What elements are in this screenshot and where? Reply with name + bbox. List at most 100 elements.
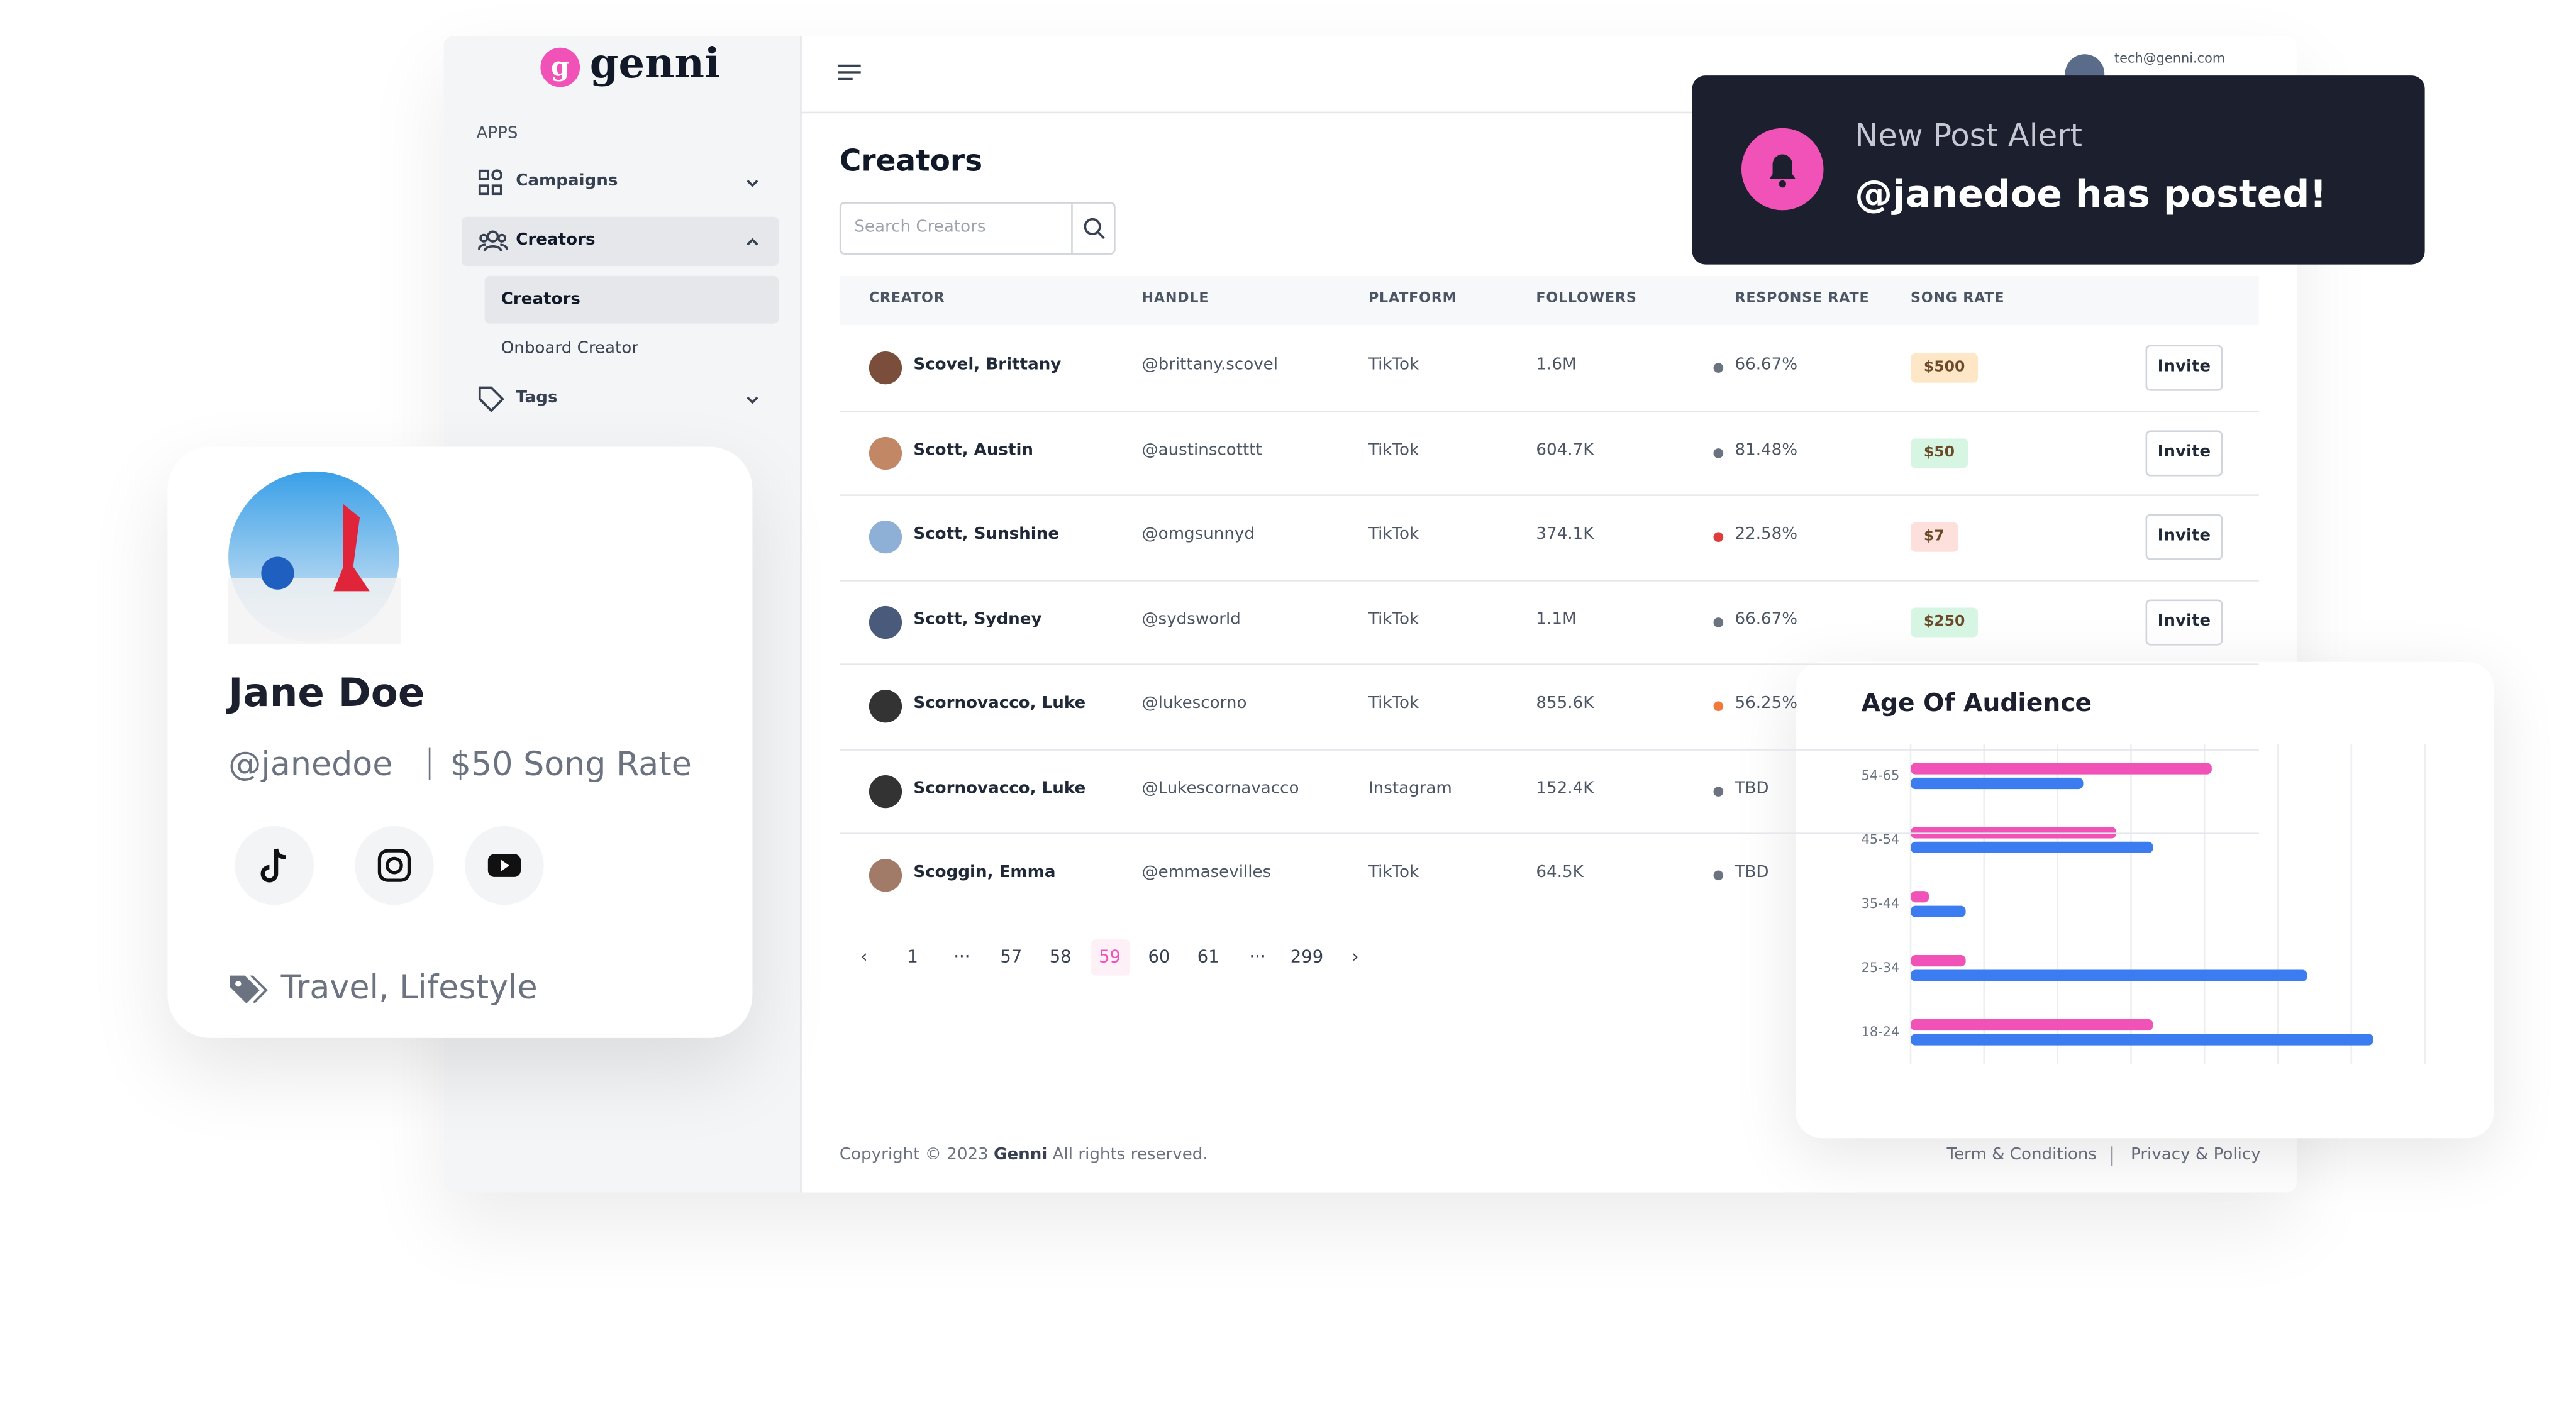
nav-item[interactable]: Tags — [516, 389, 558, 407]
cell: 604.7K — [1536, 441, 1594, 460]
bar — [1910, 763, 2212, 775]
page-button[interactable]: 60 — [1148, 947, 1170, 968]
chart: Age Of Audience 54-65 45-54 35-44 25-34 18-2… — [1862, 689, 2426, 1064]
cell: TBD — [1735, 864, 1769, 882]
cell: 374.1K — [1536, 525, 1594, 544]
y-tick-label: 54-65 — [1862, 768, 1900, 783]
search-icon[interactable] — [1082, 217, 1106, 240]
page-button[interactable]: ··· — [1249, 947, 1266, 968]
creator-avatar — [869, 690, 902, 723]
page-button[interactable]: 1 — [907, 947, 918, 968]
row-divider — [839, 409, 2259, 412]
social-icons[interactable] — [235, 826, 544, 905]
svg-text:g: g — [551, 51, 569, 82]
profile-rate: $50 Song Rate — [450, 744, 692, 784]
cell: TikTok — [1368, 525, 1419, 544]
cell: 56.25% — [1735, 694, 1798, 713]
page-button[interactable]: 57 — [1000, 947, 1023, 968]
bar — [1910, 841, 2153, 854]
invite-button[interactable]: Invite — [2145, 514, 2223, 560]
cell: Scornovacco, Luke — [913, 779, 1086, 798]
status-dot — [1713, 870, 1724, 881]
profile-tags: Travel, Lifestyle — [280, 967, 538, 1007]
status-dot — [1713, 447, 1724, 458]
cell: TikTok — [1368, 610, 1419, 629]
brand: Genni — [994, 1146, 1048, 1165]
page-button[interactable]: 299 — [1290, 947, 1324, 968]
bar — [1910, 905, 1966, 917]
search-divider — [1071, 202, 1073, 255]
tag-icon — [230, 975, 268, 1004]
cell: @emmasevilles — [1141, 864, 1272, 882]
nav-active-bg — [462, 216, 779, 267]
alert-title: New Post Alert — [1855, 118, 2083, 155]
invite-button[interactable]: Invite — [2145, 599, 2223, 645]
row-divider — [839, 748, 2259, 750]
page-button[interactable]: ‹ — [860, 947, 868, 968]
cell: Scott, Sunshine — [913, 525, 1060, 544]
footer-copyright: Copyright © 2023 Genni All rights reserv… — [840, 1146, 1208, 1164]
cell: Scornovacco, Luke — [913, 694, 1086, 713]
profile-photo — [228, 471, 401, 644]
y-tick-label: 25-34 — [1862, 960, 1900, 975]
page-button[interactable]: 59 — [1090, 939, 1130, 976]
cell: Instagram — [1368, 779, 1452, 798]
page-button[interactable]: › — [1352, 947, 1359, 968]
column-header[interactable]: RESPONSE RATE — [1735, 290, 1870, 307]
footer-link[interactable]: Term & Conditions — [1946, 1146, 2097, 1165]
creator-avatar — [869, 774, 902, 807]
chevrons — [747, 180, 758, 404]
copyright: Copyright © 2023 — [839, 1146, 989, 1165]
subnav-item[interactable]: Creators — [501, 290, 581, 309]
page-title: Creators — [839, 144, 983, 179]
song-rate-badge: $7 — [1910, 522, 1958, 552]
subnav-active-bg — [484, 275, 779, 324]
footer-sep — [2111, 1146, 2113, 1166]
bar — [1910, 891, 1929, 903]
bar — [1910, 777, 2084, 790]
page-button[interactable]: 61 — [1197, 947, 1219, 968]
page-button[interactable]: ··· — [953, 947, 970, 968]
subnav-item[interactable]: Onboard Creator — [501, 340, 639, 358]
chart-title: Age Of Audience — [1862, 689, 2092, 717]
menu-icon[interactable] — [838, 62, 861, 82]
song-rate-badge: $250 — [1910, 607, 1979, 637]
column-header[interactable]: FOLLOWERS — [1536, 290, 1637, 307]
logo-text: genni — [589, 39, 720, 87]
invite-button[interactable]: Invite — [2145, 429, 2223, 476]
cell: 1.6M — [1536, 356, 1577, 375]
cell: 66.67% — [1735, 610, 1798, 629]
column-header[interactable]: PLATFORM — [1368, 290, 1457, 307]
nav-item[interactable]: Creators — [516, 231, 596, 250]
cell: 152.4K — [1536, 779, 1594, 798]
page-button[interactable]: 58 — [1049, 947, 1072, 968]
status-dot — [1713, 616, 1724, 627]
nav-item[interactable]: Campaigns — [516, 172, 618, 191]
search-box[interactable] — [839, 202, 1116, 255]
column-header[interactable]: SONG RATE — [1910, 290, 2005, 307]
cell: 22.58% — [1735, 525, 1798, 544]
cell: @lukescorno — [1141, 694, 1247, 713]
profile-name: Jane Doe — [228, 670, 425, 716]
cell: 64.5K — [1536, 864, 1584, 882]
status-dot — [1713, 785, 1724, 796]
creator-avatar — [869, 436, 902, 469]
cell: Scott, Sydney — [913, 610, 1042, 629]
creator-avatar — [869, 351, 902, 385]
column-header[interactable]: CREATOR — [869, 290, 945, 307]
cell: TikTok — [1368, 694, 1419, 713]
bar — [1910, 1034, 2373, 1046]
cell: @brittany.scovel — [1141, 356, 1279, 375]
header-divider — [800, 111, 2297, 114]
cell: TikTok — [1368, 356, 1419, 375]
cell: Scovel, Brittany — [913, 356, 1062, 375]
row-divider — [839, 578, 2259, 581]
footer-link[interactable]: Privacy & Policy — [2131, 1146, 2261, 1165]
creators-icon — [478, 230, 508, 252]
row-divider — [839, 663, 2259, 665]
invite-button[interactable]: Invite — [2145, 345, 2223, 391]
cell: Scott, Austin — [913, 441, 1034, 460]
column-header[interactable]: HANDLE — [1141, 290, 1209, 307]
y-tick-label: 35-44 — [1862, 896, 1900, 911]
cell: 855.6K — [1536, 694, 1594, 713]
